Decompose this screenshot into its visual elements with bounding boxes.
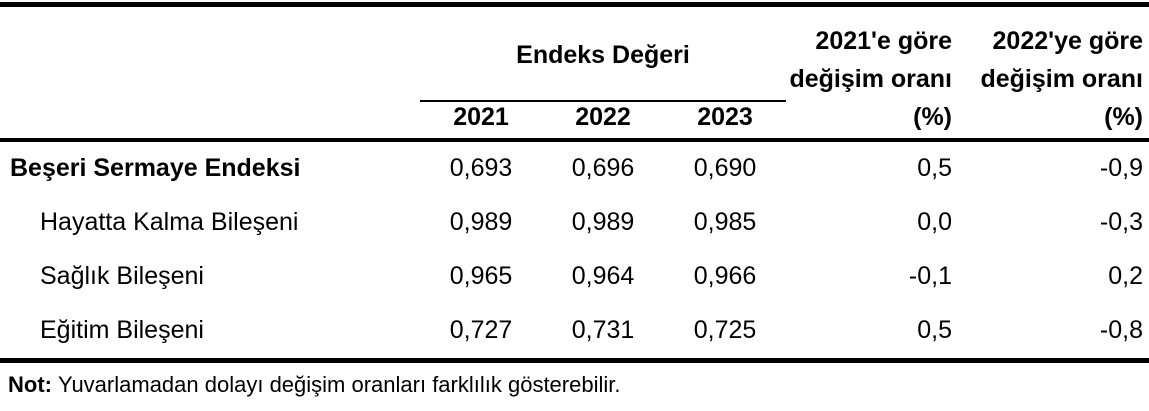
value-cell: 0,966 [693,262,757,290]
footnote-label: Not: [8,371,52,397]
change-header-line: (%) [1104,102,1144,131]
change-header-line: (%) [913,102,953,131]
value-cell: 0,985 [693,208,757,236]
value-cell: 0,989 [449,208,513,236]
row-label: Sağlık Bileşeni [40,262,204,290]
group-header-endeks-degeri: Endeks Değeri [420,4,787,102]
col-header-2021: 2021 [453,102,509,131]
value-cell: 0,989 [571,208,635,236]
value-cell: 0,690 [693,154,757,182]
row-label: Beşeri Sermaye Endeksi [10,154,301,182]
value-cell: 0,965 [449,262,513,290]
table-row: Eğitim Bileşeni 0,727 0,731 0,725 0,5 -0… [0,304,1149,361]
footnote-text: Yuvarlamadan dolayı değişim oranları far… [57,371,621,397]
value-cell: -0,8 [1099,316,1144,344]
change-header-line: değişim oranı [789,64,953,93]
value-cell: 0,693 [449,154,513,182]
table-row: Hayatta Kalma Bileşeni 0,989 0,989 0,985… [0,196,1149,250]
change-header-line: 2022'ye göre [992,26,1144,55]
value-cell: 0,5 [917,154,953,182]
change-header-line: değişim oranı [980,64,1144,93]
value-cell: 0,725 [693,316,757,344]
value-cell: 0,731 [571,316,635,344]
row-label: Hayatta Kalma Bileşeni [40,208,299,236]
value-cell: 0,0 [917,208,953,236]
value-cell: 0,727 [449,316,513,344]
footnote: Not: Yuvarlamadan dolayı değişim oranları… [0,363,1149,398]
value-cell: 0,696 [571,154,635,182]
human-capital-index-page: Endeks Değeri 2021'e göre değişim oranı … [0,2,1149,398]
table-header: Endeks Değeri 2021'e göre değişim oranı … [0,4,1149,140]
value-cell: 0,5 [917,316,953,344]
col-header-change-vs-2022: 2022'ye göre değişim oranı (%) [958,5,1149,140]
change-header-line: 2021'e göre [815,26,953,55]
row-label: Eğitim Bileşeni [40,316,204,344]
index-table: Endeks Değeri 2021'e göre değişim oranı … [0,2,1149,363]
table-row: Beşeri Sermaye Endeksi 0,693 0,696 0,690… [0,140,1149,196]
value-cell: -0,9 [1099,154,1144,182]
table-body: Beşeri Sermaye Endeksi 0,693 0,696 0,690… [0,140,1149,361]
table-row: Sağlık Bileşeni 0,965 0,964 0,966 -0,1 0… [0,250,1149,304]
value-cell: -0,1 [908,262,953,290]
col-header-2023: 2023 [697,102,753,131]
value-cell: -0,3 [1099,208,1144,236]
value-cell: 0,2 [1108,262,1144,290]
col-header-change-vs-2021: 2021'e göre değişim oranı (%) [786,5,958,140]
label-column-header-empty [0,5,420,140]
value-cell: 0,964 [571,262,635,290]
col-header-2022: 2022 [575,102,631,131]
